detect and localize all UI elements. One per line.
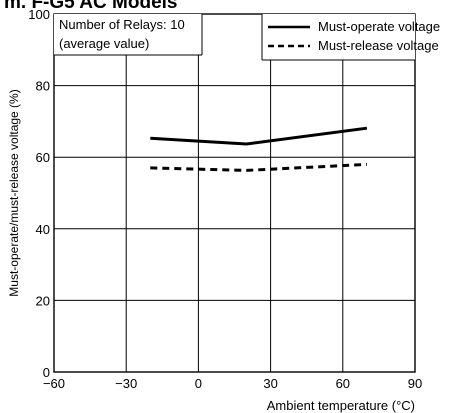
y-axis-label: Must-operate/must-release voltage (%) xyxy=(7,89,21,296)
x-axis-label: Ambient temperature (°C) xyxy=(267,398,415,413)
legend-label-2: Must-release voltage xyxy=(318,38,439,53)
annotation-box-bg xyxy=(54,14,202,55)
x-tick-label: 90 xyxy=(408,376,422,391)
series-line-2 xyxy=(150,162,367,172)
annotation-text: Number of Relays: 10 xyxy=(59,17,185,32)
y-tick-label: 100 xyxy=(28,7,50,22)
x-tick-label: −30 xyxy=(115,376,137,391)
y-tick-label: 0 xyxy=(43,365,50,380)
y-tick-label: 60 xyxy=(36,150,50,165)
y-tick-label: 80 xyxy=(36,79,50,94)
x-tick-label: 30 xyxy=(263,376,277,391)
legend-label-1: Must-operate voltage xyxy=(318,19,440,34)
chart-title: m. F-G5 AC Models xyxy=(4,0,178,13)
y-tick-label: 40 xyxy=(36,222,50,237)
series-line-1 xyxy=(150,126,368,146)
plot-frame xyxy=(53,13,416,373)
annotation-text: (average value) xyxy=(59,36,149,51)
legend-box-bg xyxy=(262,14,415,60)
x-tick-label: 60 xyxy=(336,376,350,391)
x-tick-label: −60 xyxy=(43,376,65,391)
y-tick-label: 20 xyxy=(36,293,50,308)
x-tick-label: 0 xyxy=(195,376,202,391)
